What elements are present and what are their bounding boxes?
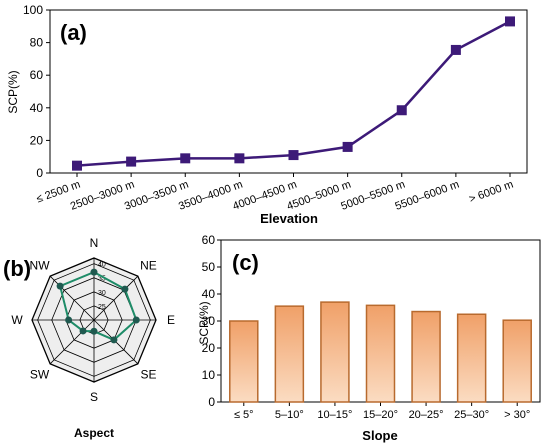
panel-b: (b) Aspect 25 30 35 40 N NE E SE S SW W NW <box>3 236 175 440</box>
panel-b-category-label: SW <box>30 367 50 381</box>
panel-b-rtick-label: 35 <box>98 276 106 283</box>
panel-a-xtick-label: > 6000 m <box>468 179 515 206</box>
panel-b-point <box>90 268 98 276</box>
panel-b-category-label: SE <box>140 367 156 381</box>
panel-a-point <box>72 160 82 171</box>
panel-c-ytick-label: 0 <box>208 395 215 409</box>
panel-b-category-label: W <box>11 313 23 327</box>
panel-c-ytick-label: 30 <box>202 314 216 328</box>
panel-c-xtick-label: 15–20° <box>363 409 398 421</box>
panel-a-ytick-label: 40 <box>30 101 44 115</box>
panel-c-label: (c) <box>232 250 259 275</box>
panel-b-category-label: NW <box>30 259 51 273</box>
panel-b-rtick-label: 40 <box>98 262 106 269</box>
panel-a-ytick-label: 60 <box>30 68 44 82</box>
panel-b-category-label: N <box>90 236 99 250</box>
panel-a-series-line <box>76 20 511 167</box>
panel-b-point <box>110 336 118 344</box>
panel-b-spoke <box>49 319 95 365</box>
panel-a-point <box>342 141 353 152</box>
panel-c-ytick-label: 10 <box>202 368 216 382</box>
panel-c-bar <box>456 313 487 403</box>
panel-c-bar <box>411 310 441 403</box>
panel-c-xtick-label: 10–15° <box>317 409 352 421</box>
panel-b-rtick-label: 25 <box>98 304 106 311</box>
panel-c-ytick-label: 20 <box>202 341 216 355</box>
panel-c-bar <box>365 304 396 403</box>
panel-a-point <box>234 153 245 164</box>
panel-a-ytick-label: 0 <box>36 166 43 180</box>
panel-c-xtick-label: ≤ 5° <box>234 409 254 421</box>
panel-c: (c) SCP(%) Slope 0 10 20 30 40 50 60 ≤ 5° 5–10°… <box>197 233 541 443</box>
panel-b-point <box>79 327 87 335</box>
panel-c-ylabel: SCP(%) <box>197 301 211 344</box>
panel-a-label: (a) <box>60 20 87 45</box>
panel-a-ytick-label: 80 <box>30 36 44 50</box>
panel-b-point <box>121 285 129 293</box>
panel-a-point <box>126 156 137 167</box>
panel-c-xtick-label: 20–25° <box>409 409 444 421</box>
panel-a-frame <box>49 9 528 174</box>
panel-b-point <box>65 316 73 324</box>
panel-a-point <box>396 105 407 116</box>
panel-c-xtick-label: 25–30° <box>454 409 489 421</box>
panel-a-ylabel: SCP(%) <box>6 70 20 113</box>
panel-c-ytick-label: 50 <box>202 260 216 274</box>
panel-b-point <box>56 282 64 290</box>
panel-a-xlabel: Elevation <box>260 211 318 226</box>
panel-a-ytick-label: 20 <box>30 133 44 147</box>
panel-c-bar <box>502 319 532 403</box>
panel-a-point <box>288 150 299 161</box>
panel-b-category-label: E <box>167 313 175 327</box>
panel-b-spoke <box>49 275 95 321</box>
panel-c-bar <box>274 305 305 403</box>
panel-b-xlabel: Aspect <box>74 426 114 440</box>
panel-c-ytick-label: 40 <box>202 287 216 301</box>
panel-b-category-label: NE <box>140 259 157 273</box>
panel-c-bar <box>320 301 350 403</box>
panel-a-point <box>450 44 461 55</box>
panel-a-point <box>180 153 191 164</box>
panel-b-label: (b) <box>3 256 31 281</box>
panel-a-point <box>505 16 515 27</box>
panel-c-ytick-label: 60 <box>202 233 216 247</box>
panel-b-spoke <box>93 275 139 321</box>
panel-c-bar <box>229 320 259 403</box>
panel-c-xtick-label: > 30° <box>504 409 530 421</box>
panel-b-point <box>132 316 140 324</box>
panel-b-rtick-label: 30 <box>98 290 106 297</box>
panel-c-xlabel: Slope <box>362 428 397 443</box>
panel-b-category-label: S <box>90 390 98 404</box>
panel-b-point <box>90 327 98 335</box>
panel-a-ytick-label: 100 <box>23 3 43 17</box>
panel-c-xtick-label: 5–10° <box>275 409 304 421</box>
